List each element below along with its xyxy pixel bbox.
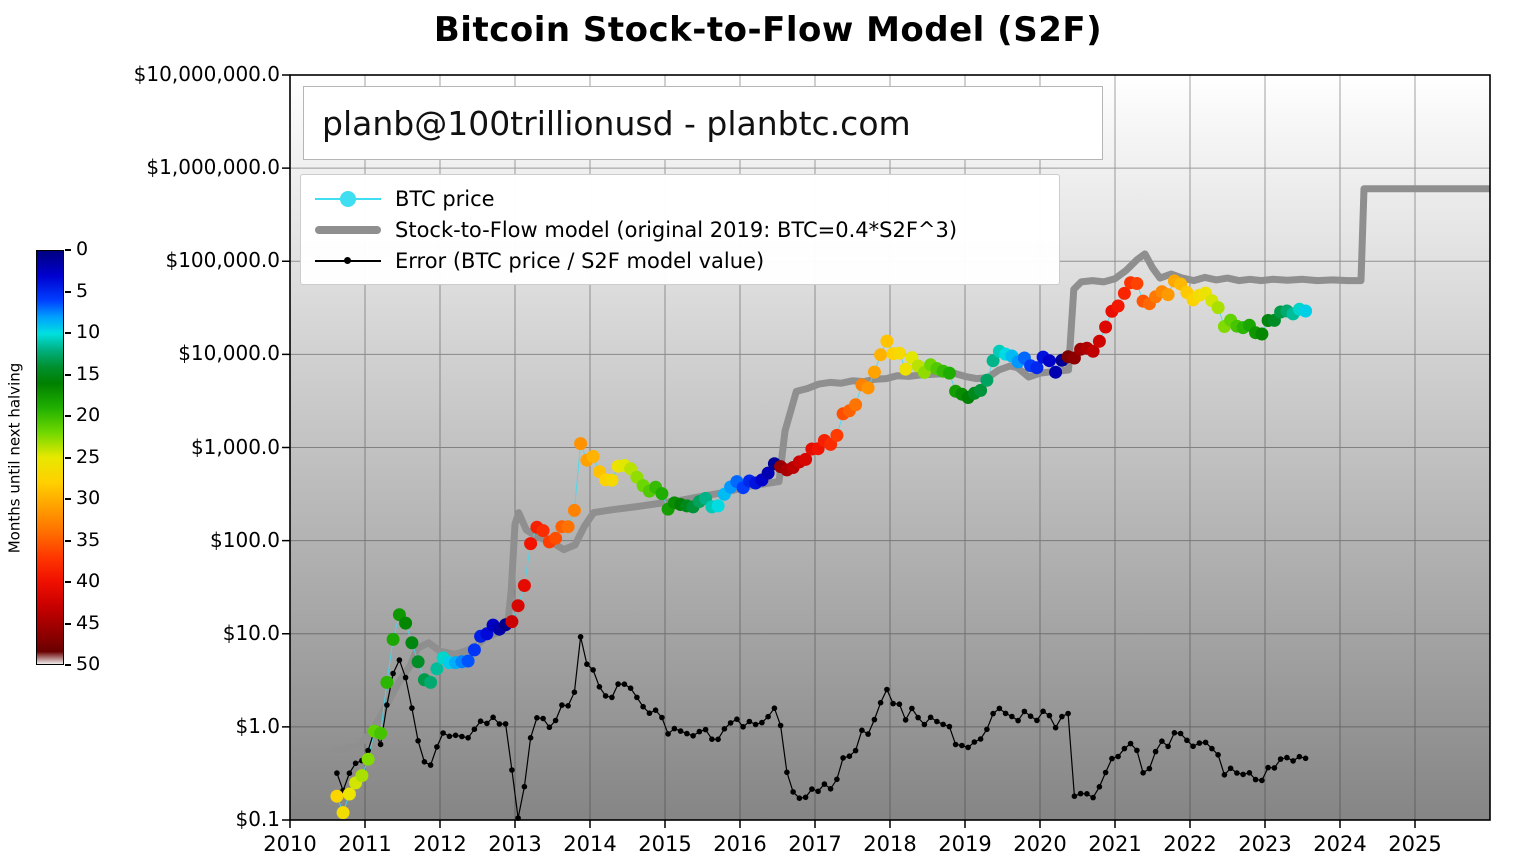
x-axis-tick-label: 2011 — [338, 832, 392, 856]
watermark-box: planb@100trillionusd - planbtc.com — [303, 86, 1103, 160]
colorbar-tick-mark — [65, 456, 71, 459]
error-dots — [334, 634, 1309, 821]
axis-tick-marks — [282, 74, 1416, 828]
colorbar-tick-label: 0 — [76, 238, 89, 260]
x-axis-tick-label: 2023 — [1238, 832, 1292, 856]
watermark-text: planb@100trillionusd - planbtc.com — [322, 103, 911, 143]
s2f-model-line — [330, 185, 1490, 755]
x-axis-tick-label: 2025 — [1388, 832, 1442, 856]
colorbar-tick-label: 40 — [76, 570, 101, 592]
colorbar-tick-label: 5 — [76, 279, 89, 302]
colorbar-tick-mark — [65, 498, 71, 500]
legend: BTC price Stock-to-Flow model (original … — [300, 174, 1060, 285]
error-legend-marker-icon — [315, 250, 381, 272]
colorbar-tick-label: 25 — [76, 445, 101, 468]
legend-label: Stock-to-Flow model (original 2019: BTC=… — [395, 217, 958, 242]
x-axis-tick-label: 2014 — [563, 832, 617, 856]
x-axis-tick-label: 2017 — [788, 832, 842, 856]
btc-price-dots — [330, 274, 1313, 820]
y-axis-tick-label: $100,000.0 — [165, 248, 280, 273]
s2f-model-line-swatch — [315, 225, 381, 234]
colorbar-tick-label: 15 — [76, 362, 101, 385]
y-axis-tick-label: $10,000.0 — [178, 341, 280, 366]
y-axis-tick-label: $1,000.0 — [190, 434, 280, 459]
colorbar-tick-label: 10 — [76, 321, 101, 343]
y-axis-tick-label: $0.1 — [235, 807, 280, 831]
x-axis-tick-label: 2021 — [1088, 832, 1142, 856]
x-axis-tick-label: 2022 — [1163, 832, 1217, 856]
colorbar-tick-label: 35 — [76, 528, 101, 551]
colorbar-tick-label: 45 — [76, 611, 101, 634]
x-axis-tick-label: 2016 — [713, 832, 767, 856]
y-axis-tick-label: $10.0 — [222, 620, 280, 645]
colorbar-tick-mark — [65, 622, 71, 625]
colorbar-tick-mark — [65, 415, 71, 417]
colorbar-tick-mark — [65, 581, 71, 583]
x-axis-tick-label: 2015 — [638, 832, 692, 856]
colorbar-tick-label: 30 — [76, 487, 101, 509]
colorbar-tick-mark — [65, 290, 71, 293]
colorbar-tick-label: 50 — [76, 653, 101, 675]
legend-item-error: Error (BTC price / S2F model value) — [315, 245, 1045, 276]
colorbar-gradient — [36, 250, 64, 665]
colorbar-tick-mark — [65, 332, 71, 334]
legend-item-btc-price: BTC price — [315, 183, 1045, 214]
y-axis-tick-label: $1.0 — [235, 713, 280, 738]
chart-title: Bitcoin Stock-to-Flow Model (S2F) — [433, 10, 1103, 50]
btc-price-dot-swatch — [340, 190, 356, 207]
colorbar-tick-mark — [65, 373, 71, 376]
y-axis-tick-label: $100.0 — [210, 527, 280, 552]
legend-label: BTC price — [395, 186, 495, 211]
btc-price-legend-marker-icon — [315, 188, 381, 210]
legend-label: Error (BTC price / S2F model value) — [395, 248, 765, 273]
colorbar-tick-label: 20 — [76, 404, 101, 426]
legend-item-s2f-model: Stock-to-Flow model (original 2019: BTC=… — [315, 214, 1045, 245]
x-axis-tick-label: 2019 — [938, 832, 992, 856]
y-axis-tick-label: $10,000,000.0 — [133, 62, 280, 86]
x-axis-tick-label: 2013 — [488, 832, 542, 856]
x-axis-tick-label: 2024 — [1313, 832, 1367, 856]
s2f-model-legend-marker-icon — [315, 219, 381, 241]
x-axis-tick-label: 2012 — [413, 832, 467, 856]
x-axis-tick-label: 2020 — [1013, 832, 1067, 856]
y-axis-tick-label: $1,000,000.0 — [146, 155, 280, 180]
x-axis-tick-label: 2018 — [863, 832, 917, 856]
error-dot-swatch — [344, 257, 351, 264]
colorbar-axis-label-wrap: Months until next halving — [0, 250, 28, 665]
plot-border — [289, 74, 1491, 821]
colorbar-axis-label: Months until next halving — [5, 362, 24, 553]
colorbar-tick-mark — [65, 539, 71, 542]
colorbar-tick-mark — [65, 249, 71, 251]
x-axis-tick-label: 2010 — [263, 832, 317, 856]
colorbar-tick-mark — [65, 664, 71, 666]
